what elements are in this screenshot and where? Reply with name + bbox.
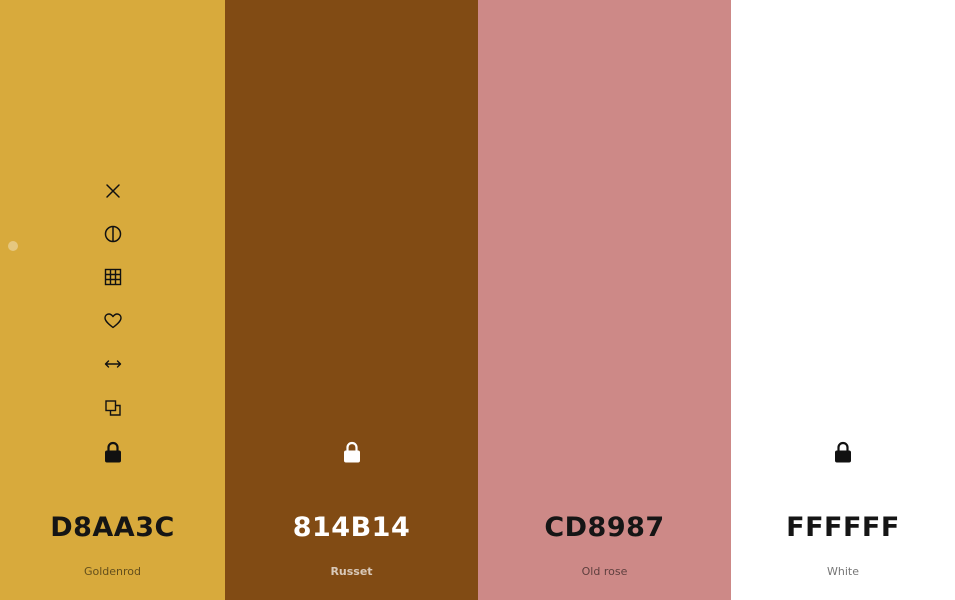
color-name: Russet	[330, 565, 373, 578]
color-name: White	[827, 565, 859, 578]
color-name: Goldenrod	[83, 565, 142, 578]
hex-code[interactable]: 814B14	[292, 512, 411, 543]
shades-grid-icon	[104, 268, 121, 286]
hex-code[interactable]: CD8987	[544, 512, 665, 543]
drag-button[interactable]	[102, 353, 124, 375]
drag-arrows-icon	[104, 360, 121, 368]
contrast-icon	[104, 225, 121, 243]
lock-button[interactable]	[341, 440, 363, 464]
contrast-button[interactable]	[102, 223, 124, 245]
lock-icon	[343, 441, 360, 463]
swatch-russet[interactable]: 814B14 Russet	[225, 0, 478, 600]
swatch-white[interactable]: FFFFFF White	[731, 0, 955, 600]
lock-button[interactable]	[832, 440, 854, 464]
view-shades-button[interactable]	[102, 266, 124, 288]
remove-color-button[interactable]	[102, 180, 124, 202]
save-color-button[interactable]	[102, 310, 124, 332]
lock-icon	[835, 441, 851, 463]
lock-icon	[104, 441, 121, 463]
favorite-heart-icon	[103, 313, 122, 329]
copy-icon	[104, 400, 121, 416]
hex-code[interactable]: FFFFFF	[786, 512, 900, 543]
resize-handle[interactable]	[8, 241, 18, 251]
lock-button[interactable]	[102, 440, 124, 464]
close-icon	[105, 184, 120, 198]
copy-hex-button[interactable]	[102, 397, 124, 419]
swatch-goldenrod[interactable]: D8AA3C Goldenrod	[0, 0, 225, 600]
color-name: Old rose	[581, 565, 628, 578]
swatch-toolbar	[0, 0, 225, 600]
swatch-old-rose[interactable]: CD8987 Old rose	[478, 0, 731, 600]
hex-code[interactable]: D8AA3C	[50, 512, 175, 543]
